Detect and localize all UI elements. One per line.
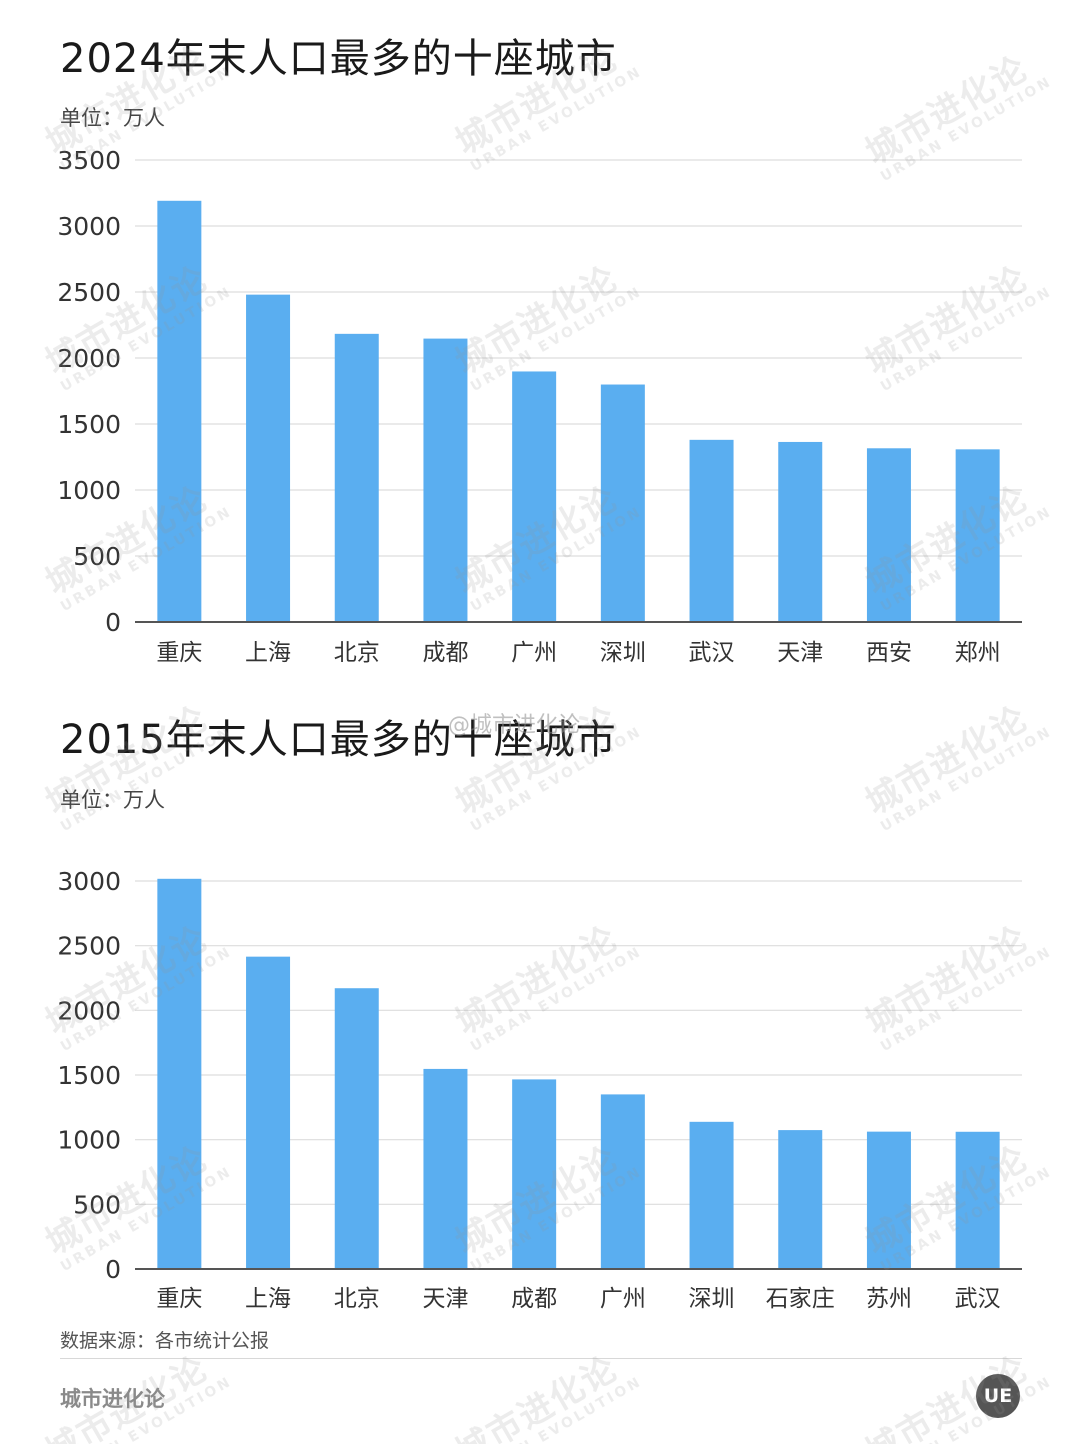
y-tick-label: 0 bbox=[105, 1255, 121, 1284]
x-tick-label: 广州 bbox=[511, 640, 557, 666]
bar-chart-2024: 0 500 1000 1500 2000 2500 3000 3500 重庆 上海 北京 成都 广州 深圳… bbox=[57, 146, 1022, 666]
bar-石家庄 bbox=[778, 1130, 823, 1269]
bar-北京 bbox=[334, 988, 379, 1269]
footer-brand-name: 城市进化论 bbox=[60, 1387, 165, 1411]
y-tick-label: 2000 bbox=[57, 344, 121, 373]
x-tick-label: 上海 bbox=[245, 640, 291, 666]
x-tick-label: 石家庄 bbox=[766, 1286, 835, 1312]
x-tick-label: 北京 bbox=[334, 640, 380, 666]
bar-上海 bbox=[246, 956, 291, 1269]
bar-chart-2015: 0 500 1000 1500 2000 2500 3000 重庆 上海 北京 天津 成都 广州 深圳 石家… bbox=[57, 867, 1022, 1312]
brand-logo-icon: UE bbox=[976, 1374, 1020, 1418]
bar-天津 bbox=[778, 441, 823, 622]
bar-武汉 bbox=[955, 1131, 1000, 1269]
bar-苏州 bbox=[866, 1131, 911, 1269]
y-tick-label: 3500 bbox=[57, 146, 121, 175]
y-tick-label: 1000 bbox=[57, 476, 121, 505]
bar-上海 bbox=[246, 294, 291, 622]
data-source-note: 数据来源：各市统计公报 bbox=[60, 1330, 270, 1352]
bar-成都 bbox=[512, 1079, 557, 1269]
bar-广州 bbox=[512, 371, 557, 622]
bar-深圳 bbox=[689, 1121, 734, 1269]
y-tick-label: 3000 bbox=[57, 867, 121, 896]
bar-成都 bbox=[423, 338, 468, 622]
bar-郑州 bbox=[955, 449, 1000, 622]
y-tick-label: 1000 bbox=[57, 1126, 121, 1155]
x-tick-label: 深圳 bbox=[689, 1286, 735, 1312]
bar-重庆 bbox=[157, 878, 202, 1269]
bar-广州 bbox=[600, 1094, 645, 1269]
bar-武汉 bbox=[689, 439, 734, 622]
bar-北京 bbox=[334, 333, 379, 622]
weibo-watermark: @城市进化论 bbox=[448, 713, 581, 738]
bar-深圳 bbox=[600, 384, 645, 622]
chart-title-2024: 2024年末人口最多的十座城市 bbox=[60, 36, 617, 82]
bar-天津 bbox=[423, 1068, 468, 1269]
x-tick-label: 广州 bbox=[600, 1286, 646, 1312]
y-tick-label: 2500 bbox=[57, 932, 121, 961]
x-tick-label: 深圳 bbox=[600, 640, 646, 666]
x-tick-label: 成都 bbox=[422, 640, 468, 666]
x-tick-label: 苏州 bbox=[866, 1286, 912, 1312]
y-tick-label: 2000 bbox=[57, 996, 121, 1025]
x-tick-label: 天津 bbox=[777, 640, 823, 666]
x-tick-label: 重庆 bbox=[156, 640, 202, 666]
x-tick-label: 武汉 bbox=[955, 1286, 1001, 1312]
y-tick-label: 2500 bbox=[57, 278, 121, 307]
y-tick-label: 500 bbox=[73, 1190, 121, 1219]
x-tick-label: 上海 bbox=[245, 1286, 291, 1312]
x-tick-label: 重庆 bbox=[156, 1286, 202, 1312]
x-tick-label: 北京 bbox=[334, 1286, 380, 1312]
x-tick-label: 郑州 bbox=[955, 640, 1001, 666]
y-tick-label: 1500 bbox=[57, 1061, 121, 1090]
x-tick-label: 西安 bbox=[866, 640, 912, 666]
y-tick-label: 1500 bbox=[57, 410, 121, 439]
footer-divider bbox=[60, 1358, 1022, 1359]
bar-重庆 bbox=[157, 200, 202, 622]
chart-title-2015: 2015年末人口最多的十座城市 bbox=[60, 717, 617, 763]
unit-label-2015: 单位：万人 bbox=[60, 788, 165, 812]
x-tick-label: 武汉 bbox=[689, 640, 735, 666]
y-tick-label: 500 bbox=[73, 542, 121, 571]
unit-label-2024: 单位：万人 bbox=[60, 106, 165, 130]
y-tick-label: 0 bbox=[105, 608, 121, 637]
bar-西安 bbox=[866, 448, 911, 622]
x-tick-label: 天津 bbox=[422, 1286, 468, 1312]
x-tick-label: 成都 bbox=[511, 1286, 557, 1312]
y-tick-label: 3000 bbox=[57, 212, 121, 241]
